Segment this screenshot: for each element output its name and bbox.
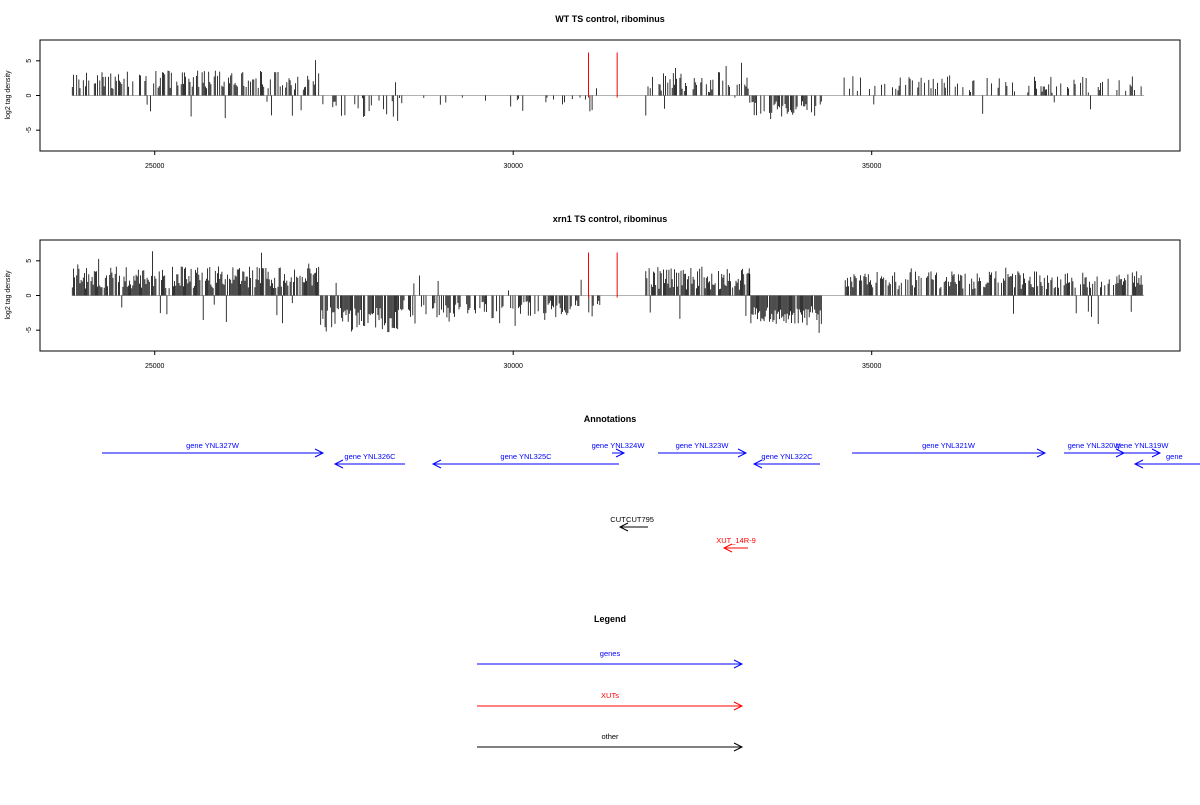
legend-items: genes XUTs other — [477, 649, 744, 752]
annotation-label: gene YNL323W — [676, 441, 730, 450]
annotation-arrow — [618, 522, 648, 532]
panel-title-wt: WT TS control, ribominus — [555, 14, 665, 24]
legend-label: other — [601, 732, 619, 741]
annotation-arrow — [612, 448, 626, 458]
annotation-label: CUT — [610, 515, 626, 524]
y-tick-label: 0 — [26, 93, 33, 97]
x-axis-wt: 25000 30000 35000 — [145, 151, 882, 170]
legend-arrow — [477, 701, 744, 711]
annotation-arrow — [852, 448, 1047, 458]
y-tick-label: -5 — [26, 127, 33, 133]
annotation-arrow — [722, 543, 748, 553]
legend-arrow — [477, 742, 744, 752]
annotation-label: XUT_14R-9 — [716, 536, 756, 545]
legend-label: genes — [600, 649, 621, 658]
annotation-arrow — [333, 459, 405, 469]
annotation-label: CUT795 — [626, 515, 654, 524]
annotation-label: gene YNL324W — [592, 441, 646, 450]
annotation-features: gene YNL327W gene YNL326C gene YNL325C gene… — [102, 441, 1200, 553]
y-axis-wt: -5 0 5 — [26, 59, 40, 133]
y-tick-label: 0 — [26, 293, 33, 297]
annotations-title: Annotations — [584, 414, 637, 424]
y-axis-xrn1: -5 0 5 — [26, 259, 40, 333]
annotation-arrow — [658, 448, 748, 458]
bars-wt — [71, 60, 1145, 121]
annotation-label: gene YNL319W — [1116, 441, 1170, 450]
legend-arrow — [477, 659, 744, 669]
ylabel-xrn1: log2 tag density — [5, 270, 12, 320]
x-tick-label: 25000 — [145, 163, 165, 170]
annotation-label: gene YNL321W — [922, 441, 976, 450]
x-tick-label: 25000 — [145, 363, 165, 370]
annotation-arrow — [1133, 459, 1200, 469]
track-panel-xrn1: xrn1 TS control, ribominus log2 tag dens… — [5, 214, 1181, 370]
panel-title-xrn1: xrn1 TS control, ribominus — [553, 214, 668, 224]
y-tick-label: 5 — [26, 259, 33, 263]
y-tick-label: 5 — [26, 59, 33, 63]
x-tick-label: 35000 — [862, 163, 882, 170]
y-tick-label: -5 — [26, 327, 33, 333]
annotation-label: gene YNL327W — [186, 441, 240, 450]
legend-label: XUTs — [601, 691, 619, 700]
annotation-label: gene YNL325C — [500, 452, 552, 461]
annotation-arrow — [431, 459, 619, 469]
bars-xrn1 — [71, 251, 1145, 333]
annotation-arrow — [102, 448, 325, 458]
x-tick-label: 30000 — [503, 163, 523, 170]
track-panel-wt: WT TS control, ribominus log2 tag densit… — [5, 14, 1181, 170]
annotation-label: gene YNL326C — [344, 452, 396, 461]
annotation-label: gene YNL320W — [1068, 441, 1122, 450]
legend-title: Legend — [594, 614, 626, 624]
annotation-arrow — [752, 459, 820, 469]
x-axis-xrn1: 25000 30000 35000 — [145, 351, 882, 370]
annotation-arrow — [1124, 448, 1162, 458]
annotation-label: gene YNL322C — [761, 452, 813, 461]
x-tick-label: 35000 — [862, 363, 882, 370]
x-tick-label: 30000 — [503, 363, 523, 370]
annotation-arrow — [1064, 448, 1126, 458]
annotation-label: gene — [1166, 452, 1183, 461]
markers-wt — [587, 52, 618, 98]
markers-xrn1 — [587, 252, 618, 298]
legend-panel: Legend genes XUTs other — [477, 614, 744, 752]
ylabel-wt: log2 tag density — [5, 70, 12, 120]
